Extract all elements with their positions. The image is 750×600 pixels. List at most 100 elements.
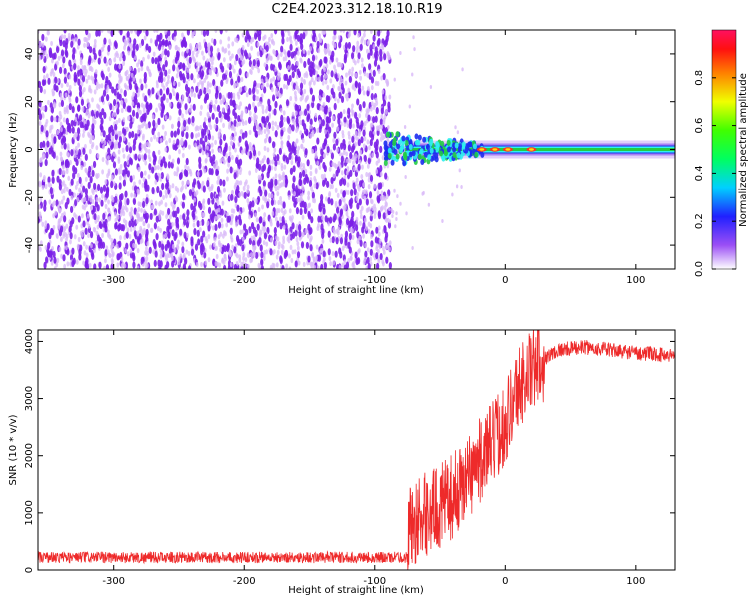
noise-speckle	[252, 235, 256, 241]
noise-speckle	[158, 173, 162, 179]
noise-speckle	[110, 141, 115, 149]
noise-speckle	[107, 207, 110, 213]
noise-speckle	[367, 52, 371, 60]
noise-speckle	[51, 142, 55, 148]
noise-speckle	[244, 108, 248, 114]
noise-speckle	[276, 153, 280, 162]
noise-speckle	[295, 207, 300, 215]
noise-speckle	[180, 40, 184, 48]
noise-speckle	[214, 202, 218, 210]
noise-speckle	[142, 227, 146, 233]
noise-speckle	[51, 91, 55, 97]
noise-speckle	[363, 39, 367, 45]
y-tick-label: -20	[24, 189, 35, 205]
noise-speckle	[90, 143, 94, 150]
noise-speckle	[51, 58, 54, 64]
noise-speckle	[306, 103, 310, 112]
noise-speckle	[359, 209, 363, 215]
noise-speckle	[226, 243, 230, 251]
noise-speckle	[295, 127, 298, 134]
noise-speckle	[149, 227, 153, 234]
noise-speckle	[269, 218, 273, 224]
noise-speckle	[179, 214, 183, 220]
noise-speckle	[149, 72, 152, 78]
noise-speckle	[96, 153, 100, 159]
noise-speckle	[175, 171, 179, 177]
noise-speckle	[160, 199, 163, 205]
noise-speckle	[263, 62, 267, 68]
noise-speckle	[293, 120, 297, 126]
noise-speckle	[334, 71, 338, 80]
noise-speckle	[208, 122, 212, 128]
noise-speckle	[74, 116, 78, 122]
noise-speckle	[216, 179, 220, 185]
noise-speckle	[279, 107, 283, 113]
noise-speckle	[237, 141, 241, 147]
noise-speckle	[62, 230, 66, 237]
noise-speckle	[224, 112, 228, 121]
noise-speckle	[246, 72, 250, 78]
noise-speckle	[53, 116, 57, 122]
noise-speckle	[335, 237, 339, 245]
noise-speckle	[153, 134, 156, 140]
noise-speckle	[60, 188, 64, 195]
noise-speckle	[309, 227, 313, 235]
noise-speckle	[224, 47, 228, 53]
noise-speckle	[114, 52, 118, 58]
noise-speckle	[383, 114, 387, 120]
noise-speckle	[249, 69, 253, 75]
signal-turbulence	[384, 148, 389, 155]
noise-speckle	[265, 133, 269, 139]
noise-speckle	[387, 221, 392, 229]
noise-speckle	[320, 148, 324, 156]
noise-speckle	[134, 153, 138, 161]
noise-speckle	[146, 65, 149, 71]
noise-speckle	[143, 35, 147, 41]
noise-speckle	[336, 230, 340, 236]
noise-speckle	[353, 166, 356, 172]
noise-speckle	[176, 166, 180, 172]
noise-speckle	[82, 185, 86, 193]
noise-speckle	[73, 234, 77, 240]
noise-speckle	[64, 245, 68, 251]
y-tick-label: 40	[24, 48, 35, 61]
noise-speckle	[348, 122, 352, 130]
noise-speckle	[266, 201, 270, 209]
signal-turbulence	[461, 141, 466, 148]
noise-speckle	[318, 119, 322, 125]
noise-speckle	[226, 215, 230, 223]
noise-speckle	[86, 41, 90, 47]
noise-speckle	[245, 30, 249, 38]
noise-speckle	[181, 51, 184, 57]
noise-speckle	[192, 222, 196, 228]
noise-speckle	[296, 34, 301, 42]
signal-turbulence	[457, 145, 462, 152]
noise-speckle	[315, 70, 318, 76]
colorbar-tick-label: 0.2	[694, 213, 705, 229]
noise-speckle	[362, 101, 366, 109]
noise-speckle	[345, 211, 349, 217]
noise-speckle	[122, 218, 126, 224]
noise-speckle	[252, 252, 256, 258]
noise-speckle	[367, 114, 371, 122]
noise-speckle	[351, 210, 355, 218]
noise-speckle	[362, 182, 366, 188]
noise-speckle	[248, 110, 252, 116]
noise-speckle	[374, 80, 378, 86]
noise-speckle	[50, 260, 54, 266]
noise-speckle	[56, 60, 59, 66]
noise-speckle	[80, 98, 85, 106]
noise-speckle	[256, 223, 260, 231]
noise-speckle	[356, 184, 360, 190]
x-tick-label: -200	[233, 275, 256, 286]
noise-speckle	[252, 59, 256, 67]
noise-speckle	[290, 218, 294, 224]
noise-speckle	[202, 55, 206, 61]
noise-speckle	[45, 118, 49, 125]
noise-speckle	[146, 241, 150, 247]
noise-speckle	[81, 106, 85, 112]
noise-speckle	[182, 263, 187, 269]
noise-speckle	[264, 196, 267, 202]
noise-speckle	[133, 185, 138, 193]
noise-speckle	[327, 248, 331, 256]
